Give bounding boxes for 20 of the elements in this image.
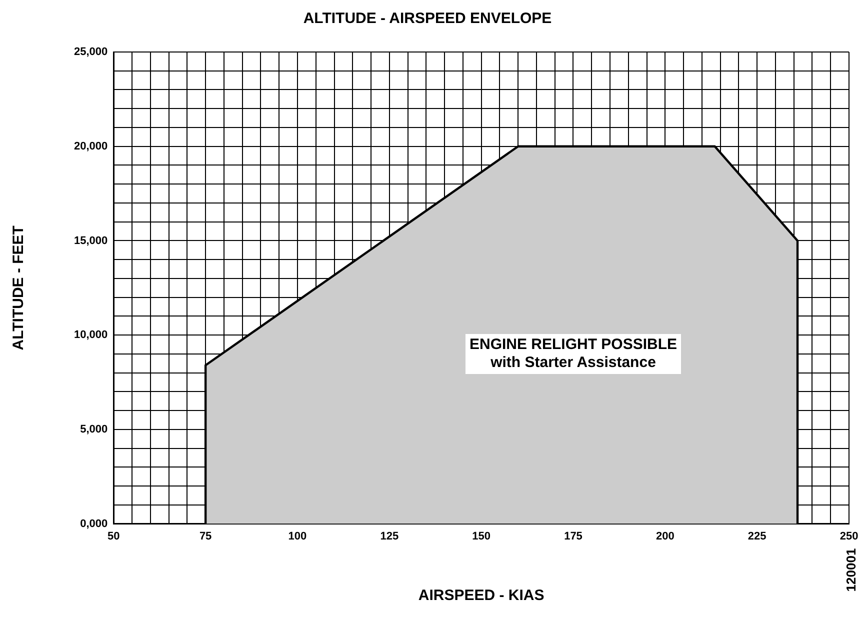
y-axis-title: ALTITUDE - FEET bbox=[10, 226, 28, 350]
y-tick-label: 0,000 bbox=[80, 518, 108, 530]
x-tick-label: 225 bbox=[748, 530, 766, 542]
x-tick-label: 75 bbox=[199, 530, 212, 542]
annotation: ENGINE RELIGHT POSSIBLE with Starter Assistance bbox=[469, 336, 678, 372]
x-tick-label: 125 bbox=[380, 530, 399, 542]
y-tick-label: 25,000 bbox=[74, 46, 108, 58]
x-tick-label: 100 bbox=[288, 530, 307, 542]
x-tick-label: 200 bbox=[656, 530, 674, 542]
x-axis-title: AIRSPEED - KIAS bbox=[418, 587, 544, 604]
y-tick-label: 20,000 bbox=[74, 140, 108, 152]
x-tick-label: 150 bbox=[472, 530, 490, 542]
y-tick-label: 15,000 bbox=[74, 234, 108, 247]
x-tick-label: 250 bbox=[840, 530, 858, 542]
x-tick-label: 175 bbox=[564, 530, 582, 542]
x-tick-label: 50 bbox=[108, 530, 120, 542]
chart-title: ALTITUDE - AIRSPEED ENVELOPE bbox=[303, 10, 552, 28]
y-tick-label: 5,000 bbox=[80, 423, 108, 436]
y-tick-label: 10,000 bbox=[74, 329, 108, 342]
text: 120001 bbox=[844, 548, 859, 592]
